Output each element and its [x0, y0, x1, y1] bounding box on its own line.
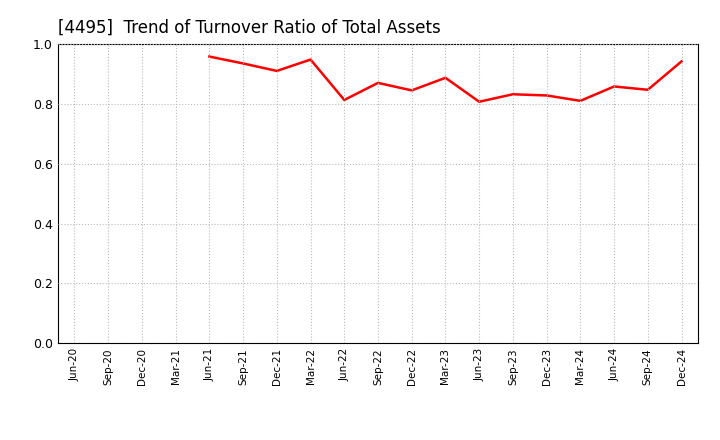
Text: [4495]  Trend of Turnover Ratio of Total Assets: [4495] Trend of Turnover Ratio of Total …: [58, 19, 441, 37]
